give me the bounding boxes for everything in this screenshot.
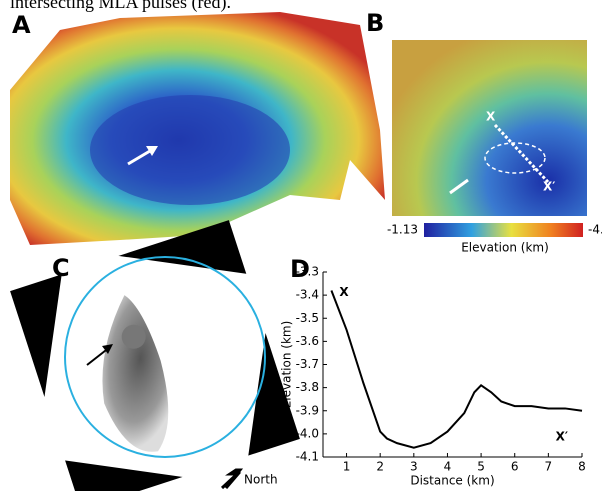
y-tick-label: -3.5 xyxy=(296,311,319,325)
y-tick-label: -3.9 xyxy=(296,403,319,417)
profile-line xyxy=(493,123,550,184)
x-tick-label: 8 xyxy=(578,460,586,474)
chart: -3.3 -3.4 -3.5 -3.6 -3.7 -3.8 -3.9 -4.0 -4.1 1 2 3 4… xyxy=(280,265,586,488)
colorbar-min: -1.13 xyxy=(387,223,418,237)
crater xyxy=(121,324,146,349)
colorbar-title: Elevation (km) xyxy=(461,241,549,255)
panel-label: D xyxy=(290,255,310,283)
north-arrow xyxy=(220,468,244,490)
blob xyxy=(102,295,169,452)
annotation: X′ xyxy=(556,429,568,443)
x-tick-label: 4 xyxy=(444,460,452,474)
y-tick-label: -3.6 xyxy=(296,334,319,348)
y-tick-label: -4.1 xyxy=(296,450,319,464)
x-tick-label: 1 xyxy=(343,460,351,474)
annotation: X xyxy=(339,285,349,299)
crater-floor xyxy=(90,95,290,205)
x-tick-label: 5 xyxy=(477,460,485,474)
x-axis-title: Distance (km) xyxy=(410,474,494,488)
line xyxy=(330,290,583,449)
panel-label: B xyxy=(366,9,384,37)
panel-label: A xyxy=(12,11,31,39)
x-tick-label: 3 xyxy=(410,460,418,474)
colorbar-max: -4.26 xyxy=(588,223,602,237)
arrow-head xyxy=(146,146,158,156)
x-tick-label: 7 xyxy=(545,460,553,474)
image xyxy=(36,248,274,486)
circle xyxy=(64,256,266,458)
y-tick-label: -3.3 xyxy=(296,265,319,279)
caption: intersecting MLA pulses (red). xyxy=(10,0,231,13)
arrow xyxy=(449,178,469,195)
y-tick-label: -4.0 xyxy=(296,426,319,440)
colorbar xyxy=(424,223,583,237)
y-tick-label: -3.7 xyxy=(296,357,319,371)
y-tick-label: -3.4 xyxy=(296,288,319,302)
x-tick-label: 2 xyxy=(376,460,384,474)
compass: North xyxy=(244,473,278,487)
y-tick-label: -3.8 xyxy=(296,380,319,394)
outline xyxy=(484,142,546,174)
x-tick-label: 6 xyxy=(511,460,519,474)
point-label: X xyxy=(486,110,496,124)
arrow-head xyxy=(102,344,113,354)
point-label: X′ xyxy=(543,180,555,194)
y-axis-title: Elevation (km) xyxy=(280,321,294,409)
map xyxy=(392,40,587,216)
panel-label: C xyxy=(52,254,70,282)
